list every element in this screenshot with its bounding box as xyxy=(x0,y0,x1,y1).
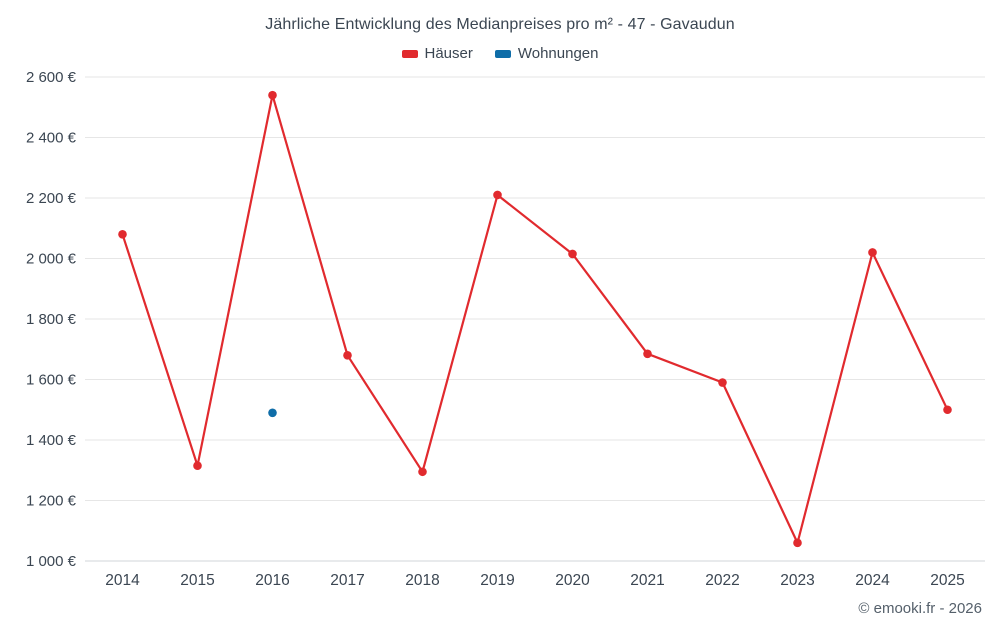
legend-item-wohnungen[interactable]: Wohnungen xyxy=(494,45,599,62)
legend-label: Wohnungen xyxy=(517,45,599,62)
legend-label: Häuser xyxy=(424,45,473,62)
data-point[interactable] xyxy=(268,90,277,100)
data-point[interactable] xyxy=(343,351,352,360)
x-axis-tick-label: 2024 xyxy=(855,572,890,589)
data-point[interactable] xyxy=(718,378,727,387)
x-axis-tick-label: 2016 xyxy=(255,572,289,589)
x-axis-tick-label: 2019 xyxy=(480,572,514,589)
chart-legend: Häuser Wohnungen xyxy=(0,45,1000,62)
x-axis-tick-label: 2020 xyxy=(555,572,590,589)
legend-swatch-icon xyxy=(401,49,418,58)
y-axis-tick-label: 2 000 € xyxy=(26,251,77,268)
credit-text: © emooki.fr - 2026 xyxy=(858,600,982,617)
y-axis-tick-label: 1 600 € xyxy=(26,372,77,389)
x-axis-tick-label: 2015 xyxy=(180,572,214,589)
y-axis-tick-label: 2 200 € xyxy=(26,190,77,207)
y-axis-tick-label: 1 000 € xyxy=(26,553,77,570)
y-axis-tick-label: 1 400 € xyxy=(26,432,77,449)
data-point[interactable] xyxy=(268,408,277,418)
chart-title: Jährliche Entwicklung des Medianpreises … xyxy=(265,16,735,33)
data-point[interactable] xyxy=(643,349,652,359)
x-axis-tick-label: 2025 xyxy=(930,572,964,589)
data-point[interactable] xyxy=(418,467,427,477)
data-point[interactable] xyxy=(493,190,502,200)
series-line-h-user xyxy=(121,93,949,545)
data-point[interactable] xyxy=(793,538,802,548)
data-point[interactable] xyxy=(943,405,952,415)
data-point[interactable] xyxy=(568,249,577,259)
y-axis-tick-label: 1 800 € xyxy=(26,311,77,328)
x-axis-tick-label: 2014 xyxy=(105,572,140,589)
data-point[interactable] xyxy=(118,230,127,239)
x-axis-tick-label: 2018 xyxy=(405,572,439,589)
data-point[interactable] xyxy=(868,248,877,257)
legend-swatch-icon xyxy=(494,49,511,58)
x-axis-tick-label: 2017 xyxy=(330,572,364,589)
y-axis-tick-label: 2 400 € xyxy=(26,130,77,147)
x-axis-tick-label: 2021 xyxy=(630,572,664,589)
data-point[interactable] xyxy=(193,461,202,471)
x-axis-tick-label: 2023 xyxy=(780,572,814,589)
legend-item-h-user[interactable]: Häuser xyxy=(401,45,473,62)
y-axis-tick-label: 1 200 € xyxy=(26,493,77,510)
y-axis-tick-label: 2 600 € xyxy=(26,69,77,86)
x-axis-tick-label: 2022 xyxy=(705,572,739,589)
